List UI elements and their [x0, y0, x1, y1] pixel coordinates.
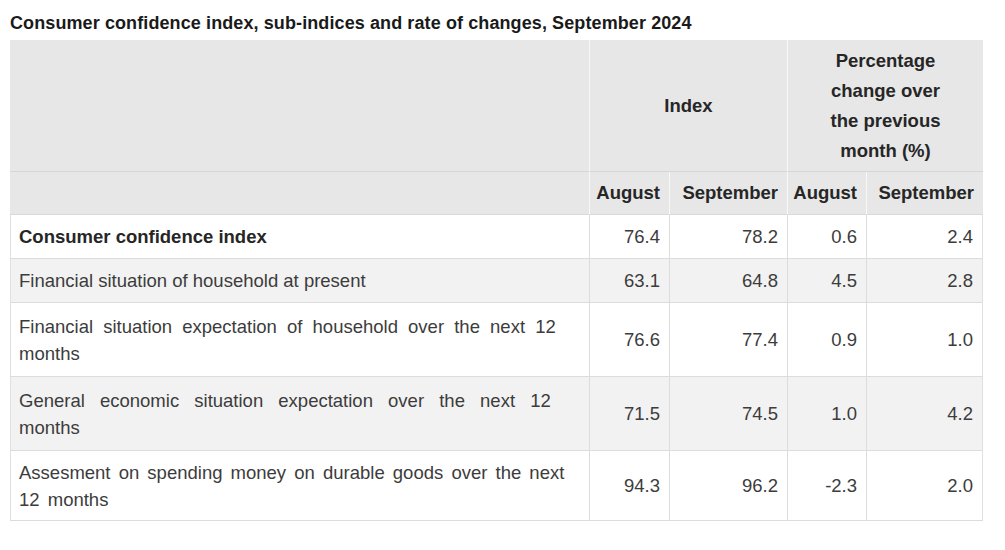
table-row-general-economic-expectation: General economic situation expectation o… — [10, 377, 983, 451]
month-header-row: August September August September — [10, 172, 983, 215]
table-row-financial-situation-expectation: Financial situation expectation of house… — [10, 303, 983, 377]
index-august-header: August — [589, 172, 669, 215]
row-label: Financial situation expectation of house… — [10, 303, 589, 377]
page-title: Consumer confidence index, sub-indices a… — [10, 12, 1005, 34]
index-september-value: 96.2 — [669, 451, 787, 521]
pct-september-value: 2.4 — [866, 215, 983, 259]
table-header: Index Percentage change over the previou… — [10, 40, 983, 215]
pct-august-value: 0.9 — [787, 303, 866, 377]
index-september-header: September — [669, 172, 787, 215]
pct-august-value: 4.5 — [787, 259, 866, 303]
index-september-value: 64.8 — [669, 259, 787, 303]
consumer-confidence-table: Index Percentage change over the previou… — [10, 40, 983, 521]
pct-august-value: 1.0 — [787, 377, 866, 451]
index-august-value: 71.5 — [589, 377, 669, 451]
index-group-header: Index — [589, 40, 787, 172]
pct-september-value: 4.2 — [866, 377, 983, 451]
pct-august-value: 0.6 — [787, 215, 866, 259]
index-september-value: 78.2 — [669, 215, 787, 259]
table-row-consumer-confidence-index: Consumer confidence index 76.4 78.2 0.6 … — [10, 215, 983, 259]
row-label: Consumer confidence index — [10, 215, 589, 259]
index-september-value: 77.4 — [669, 303, 787, 377]
index-august-value: 94.3 — [589, 451, 669, 521]
index-august-value: 76.4 — [589, 215, 669, 259]
pct-august-header: August — [787, 172, 866, 215]
label-column-header — [10, 40, 589, 172]
index-august-value: 63.1 — [589, 259, 669, 303]
group-header-row: Index Percentage change over the previou… — [10, 40, 983, 172]
row-label: Financial situation of household at pres… — [10, 259, 589, 303]
table-row-financial-situation-present: Financial situation of household at pres… — [10, 259, 983, 303]
row-label: Assesment on spending money on durable g… — [10, 451, 589, 521]
pct-september-header: September — [866, 172, 983, 215]
index-september-value: 74.5 — [669, 377, 787, 451]
row-label: General economic situation expectation o… — [10, 377, 589, 451]
page: Consumer confidence index, sub-indices a… — [0, 0, 1005, 521]
pct-september-value: 2.0 — [866, 451, 983, 521]
label-column-subheader — [10, 172, 589, 215]
pct-september-value: 1.0 — [866, 303, 983, 377]
index-august-value: 76.6 — [589, 303, 669, 377]
pct-august-value: -2.3 — [787, 451, 866, 521]
table-row-spending-on-durable-goods: Assesment on spending money on durable g… — [10, 451, 983, 521]
table-body: Consumer confidence index 76.4 78.2 0.6 … — [10, 215, 983, 521]
pct-change-group-header: Percentage change over the previous mont… — [787, 40, 983, 172]
pct-september-value: 2.8 — [866, 259, 983, 303]
